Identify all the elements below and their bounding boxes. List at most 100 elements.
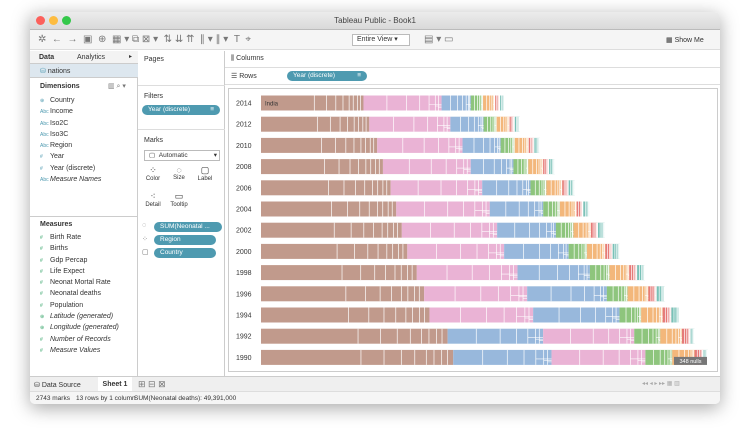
treemap-segment [637, 265, 645, 281]
dimension-field[interactable]: AbcIso2C [30, 118, 138, 129]
minimize-button[interactable] [49, 16, 58, 25]
toolbar-icons[interactable]: ✲ ← → ▣ ⊕ ▦ ▾ ⧉ ⊠ ▾ ⇅ ⇊ ⇈ ∥ ▾ ∥ ▾ T ⌖ [38, 34, 251, 45]
row-label: 2010 [236, 143, 252, 150]
field-name: Gdp Percap [50, 256, 88, 264]
measure-field[interactable]: # Births [30, 243, 138, 254]
rows-shelf[interactable]: ☰ Rows Year (discrete) ≡ [225, 68, 720, 85]
mark-button[interactable]: ▢ Label [194, 165, 216, 182]
field-name: Birth Rate [50, 234, 82, 241]
fit-dropdown[interactable]: Entire View ▾ [352, 34, 410, 46]
data-source-row[interactable]: ⛁ nations [30, 64, 138, 78]
presentation-icons[interactable]: ▤ ▾ ▭ [424, 34, 454, 45]
dimension-field[interactable]: AbcIso3C [30, 129, 138, 140]
dimension-field[interactable]: # Year (discrete) [30, 163, 138, 174]
dimension-field[interactable]: ⊕ Country [30, 95, 138, 106]
tab-menu[interactable]: ▸ [129, 54, 133, 60]
measure-field[interactable]: # Number of Records [30, 334, 138, 345]
sheet-tab[interactable]: Sheet 1 [98, 377, 132, 392]
mark-pill[interactable]: Country [154, 248, 216, 258]
data-source-tab[interactable]: ⛁ Data Source [34, 382, 81, 389]
treemap-segment [261, 286, 425, 302]
mark-pill-label: Country [160, 249, 183, 256]
mark-button-label: Tooltip [170, 202, 188, 208]
treemap-segment [261, 243, 408, 259]
rows-pill[interactable]: Year (discrete) ≡ [287, 71, 367, 81]
mark-button-icon: ◌ [176, 165, 182, 175]
mark-button[interactable]: ◌ Size [168, 165, 190, 181]
measure-field[interactable]: # Neonat Mortal Rate [30, 277, 138, 288]
mark-button-label: Detail [145, 202, 161, 208]
mark-button[interactable]: ⁖ Detail [142, 191, 164, 208]
treemap-segment [453, 349, 552, 365]
row-label: 1992 [236, 334, 252, 341]
treemap-segment [261, 222, 402, 238]
marks-title: Marks [144, 137, 164, 144]
measure-field[interactable]: # Neonatal deaths [30, 288, 138, 299]
columns-shelf[interactable]: ⫼ Columns [225, 51, 720, 68]
filter-pill[interactable]: Year (discrete) ≡ [142, 105, 220, 115]
dimension-tools[interactable]: ▥ ⌕ ▾ [108, 83, 126, 90]
measure-field[interactable]: # Population [30, 300, 138, 311]
measure-field[interactable]: # Birth Rate [30, 232, 138, 243]
dimension-field[interactable]: # Year [30, 151, 138, 162]
field-icon: # [40, 268, 43, 275]
treemap-segment [261, 95, 364, 111]
mark-type-dropdown[interactable]: ▢ Automatic ▾ [144, 150, 220, 161]
toolbar: ✲ ← → ▣ ⊕ ▦ ▾ ⧉ ⊠ ▾ ⇅ ⇊ ⇈ ∥ ▾ ∥ ▾ T ⌖ En… [30, 30, 720, 50]
measure-field[interactable]: # Life Expect [30, 266, 138, 277]
treemap-segment [424, 286, 528, 302]
dimension-field[interactable]: AbcIncome [30, 106, 138, 117]
mark-type-label: Automatic [158, 152, 188, 159]
treemap-segment [261, 328, 448, 344]
dimension-list: ⊕ Country AbcIncome AbcIso2C AbcIso3C AbcRegi… [30, 95, 138, 185]
show-me-button[interactable]: ▦ Show Me [666, 37, 704, 44]
mark-button[interactable]: ⁘ Color [142, 165, 164, 182]
mark-label: India [265, 102, 279, 108]
row-label: 2008 [236, 164, 252, 171]
measures-header: Measures [40, 221, 73, 228]
tab-data[interactable]: Data [39, 54, 55, 61]
field-name: Latitude (generated) [50, 313, 114, 321]
nulls-indicator[interactable]: 348 nulls [679, 359, 701, 365]
row-label: 2006 [236, 185, 252, 192]
row-label: 2004 [236, 207, 252, 214]
treemap-segment [609, 265, 630, 281]
measure-field[interactable]: # Measure Values [30, 345, 138, 356]
treemap-segment [533, 307, 620, 323]
close-button[interactable] [36, 16, 45, 25]
show-me-label: Show Me [674, 37, 704, 44]
field-icon: Abc [40, 109, 49, 116]
tab-analytics[interactable]: Analytics [77, 54, 106, 61]
nav-arrows[interactable]: ◂◂ ◂ ▸ ▸▸ ▦ ▥ [642, 381, 680, 387]
mark-button-label: Color [145, 176, 161, 182]
dimension-field[interactable]: AbcRegion [30, 140, 138, 151]
field-icon: ⊕ [40, 325, 45, 332]
dimension-field[interactable]: AbcMeasure Names [30, 174, 138, 185]
treemap-segment [416, 265, 518, 281]
treemap-segment [527, 286, 607, 302]
field-name: Neonatal deaths [50, 290, 101, 298]
treemap-segment [261, 307, 430, 323]
sheet-tabs: ⛁ Data Source Sheet 1 ⊞ ⊟ ⊠ ◂◂ ◂ ▸ ▸▸ ▦ … [30, 376, 720, 392]
measure-field[interactable]: # Gdp Percap [30, 255, 138, 266]
new-sheet-icons[interactable]: ⊞ ⊟ ⊠ [138, 379, 166, 389]
treemap-segment [619, 307, 642, 323]
treemap-segment [555, 222, 574, 238]
treemap-segment [447, 328, 544, 344]
treemap-segment [641, 307, 663, 323]
field-icon: Abc [40, 120, 49, 127]
nulls-badge[interactable] [674, 356, 707, 365]
status-sum: SUM(Neonatal deaths): 49,391,000 [134, 395, 237, 402]
filters-title: Filters [144, 93, 164, 100]
treemap-segment [483, 95, 496, 111]
treemap-segment [605, 243, 613, 259]
mark-button[interactable]: ▭ Tooltip [168, 191, 190, 208]
mark-pill[interactable]: SUM(Neonatal ... [154, 222, 222, 232]
mark-pill[interactable]: Region [154, 235, 216, 245]
field-icon: # [40, 165, 43, 172]
measure-field[interactable]: ⊕ Longitude (generated) [30, 322, 138, 333]
measure-field[interactable]: ⊕ Latitude (generated) [30, 311, 138, 322]
field-icon: Abc [40, 131, 49, 138]
treemap-segment [543, 201, 560, 217]
zoom-button[interactable] [62, 16, 71, 25]
